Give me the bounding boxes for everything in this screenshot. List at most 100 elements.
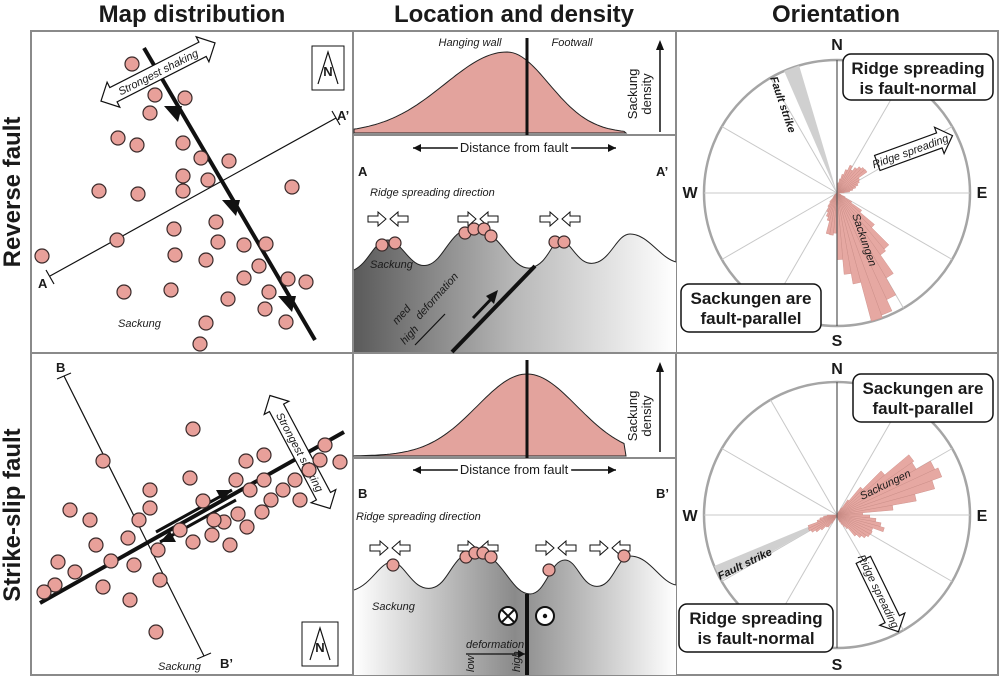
- strike-slip-fault-trace: [39, 430, 345, 605]
- sackung-point: [258, 236, 274, 252]
- header-orientation: Orientation: [772, 1, 900, 28]
- sackung-point: [617, 549, 631, 563]
- svg-text:density: density: [639, 73, 654, 115]
- sackung-point: [150, 542, 166, 558]
- sackung-point: [221, 153, 237, 169]
- svg-text:high: high: [511, 651, 523, 672]
- svg-text:Distance from fault: Distance from fault: [460, 462, 569, 477]
- sackung-point: [142, 500, 158, 516]
- sackung-label-map-reverse: Sackung: [118, 318, 162, 330]
- profile-label-a: A: [38, 276, 48, 291]
- sackung-point: [287, 472, 303, 488]
- sackung-point: [220, 291, 236, 307]
- sackung-point: [317, 437, 333, 453]
- sackung-point: [131, 512, 147, 528]
- north-arrow-reverse: N: [311, 45, 345, 91]
- sackung-point: [193, 150, 209, 166]
- sackung-point: [95, 579, 111, 595]
- sackung-points-strikeslip: [36, 421, 348, 640]
- sackung-point: [200, 172, 216, 188]
- sackung-point: [91, 183, 107, 199]
- svg-text:N: N: [323, 64, 332, 79]
- header-location-density: Location and density: [394, 1, 635, 28]
- svg-text:fault-parallel: fault-parallel: [872, 399, 973, 418]
- sackung-point: [47, 577, 63, 593]
- ridge-spreading-direction-label: Ridge spreading direction: [370, 187, 495, 199]
- sackung-point: [204, 527, 220, 543]
- footwall-label: Footwall: [552, 37, 594, 49]
- sackung-point: [152, 572, 168, 588]
- sackung-point: [236, 237, 252, 253]
- reverse-fault-dip: [450, 264, 537, 354]
- sackung-point: [185, 534, 201, 550]
- profile-label-b-prime: B’: [220, 656, 233, 671]
- sackung-point: [256, 472, 272, 488]
- svg-text:Sackungen are: Sackungen are: [863, 379, 984, 398]
- thrust-tooth: [222, 200, 240, 216]
- sackung-point: [182, 470, 198, 486]
- sackung-point: [275, 482, 291, 498]
- svg-text:is fault-normal: is fault-normal: [697, 629, 814, 648]
- north-arrow-strikeslip: N: [301, 621, 339, 667]
- sackung-point: [375, 238, 389, 252]
- sackung-point: [254, 504, 270, 520]
- sackung-point: [148, 624, 164, 640]
- into-page-symbol: [498, 606, 518, 626]
- profile-label-a-prime: A’: [337, 108, 349, 123]
- sackung-point: [36, 584, 52, 600]
- svg-text:deformation: deformation: [466, 639, 524, 651]
- svg-text:B’: B’: [656, 486, 669, 501]
- sackung-point: [484, 229, 498, 243]
- reverse-map-panel: A A’ Strongest shaking N Sackung: [34, 35, 349, 352]
- panel-grid: [30, 30, 999, 676]
- svg-text:E: E: [977, 508, 988, 525]
- ridge-profile: [353, 227, 677, 271]
- sackung-point: [198, 315, 214, 331]
- sackung-point: [116, 284, 132, 300]
- distance-from-fault-label: Distance from fault: [460, 140, 569, 155]
- row-label-strikeslip: Strike-slip fault: [0, 428, 26, 601]
- strikeslip-map-panel: B B’ Strongest shaking N Sackung: [36, 360, 348, 673]
- sackung-point: [142, 482, 158, 498]
- sackung-point: [163, 282, 179, 298]
- reverse-cross-section: A A’ Ridge spreading direction Sackung h…: [353, 164, 677, 354]
- svg-text:Ridge spreading: Ridge spreading: [689, 609, 822, 628]
- svg-text:E: E: [977, 185, 988, 202]
- row-label-reverse: Reverse fault: [0, 117, 26, 268]
- sackung-point: [175, 183, 191, 199]
- thrust-tooth: [164, 106, 182, 122]
- sackung-point: [142, 105, 158, 121]
- sackung-point: [228, 472, 244, 488]
- svg-text:fault-parallel: fault-parallel: [700, 309, 801, 328]
- sackung-point: [50, 554, 66, 570]
- sackung-point: [280, 271, 296, 287]
- sackung-point: [261, 284, 277, 300]
- profile-label-b: B: [56, 360, 65, 375]
- header-map-distribution: Map distribution: [99, 1, 286, 28]
- sackung-point: [484, 550, 498, 564]
- reverse-rose-diagram: N S E W Fault strike Sackungen Ridge spr…: [680, 37, 994, 350]
- sackung-point: [110, 130, 126, 146]
- svg-text:N: N: [315, 640, 324, 655]
- svg-text:Sackungen are: Sackungen are: [691, 289, 812, 308]
- sackung-point: [242, 482, 258, 498]
- svg-text:low: low: [465, 654, 477, 672]
- sackung-point: [175, 135, 191, 151]
- sackung-point: [130, 186, 146, 202]
- svg-text:W: W: [682, 508, 698, 525]
- svg-text:Ridge spreading direction: Ridge spreading direction: [356, 511, 481, 523]
- sackung-point: [198, 252, 214, 268]
- sackung-point: [122, 592, 138, 608]
- svg-text:S: S: [832, 657, 843, 674]
- hanging-wall-label: Hanging wall: [439, 37, 503, 49]
- sackung-point: [206, 512, 222, 528]
- svg-text:Sackung: Sackung: [370, 259, 414, 271]
- sackung-point: [208, 214, 224, 230]
- sackung-point: [175, 168, 191, 184]
- strikeslip-density-panel: Sackung density Distance from fault: [353, 360, 664, 480]
- thrust-tooth: [278, 296, 296, 312]
- strikeslip-rose-diagram: N S E W Fault strike Sackungen Ridge spr…: [678, 361, 994, 674]
- sackung-point: [129, 137, 145, 153]
- svg-text:Ridge spreading: Ridge spreading: [851, 59, 984, 78]
- svg-text:is fault-normal: is fault-normal: [859, 79, 976, 98]
